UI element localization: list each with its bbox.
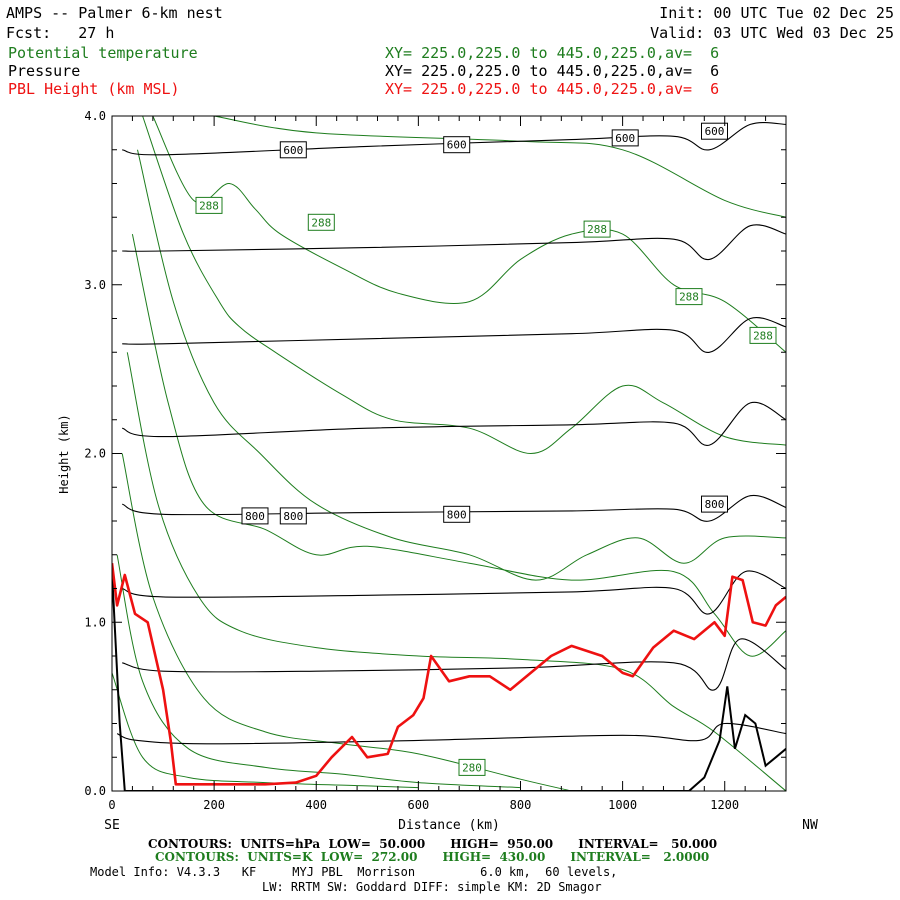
pressure-label-5: 800 <box>279 507 307 525</box>
theta-label-3-box <box>675 288 703 306</box>
y-tick-label-4: 4.0 <box>84 109 106 123</box>
pbl-height-series <box>112 563 786 786</box>
pressure-contour-900 <box>122 638 786 691</box>
pressure-label-1-box <box>443 136 471 154</box>
terrain-line <box>112 571 786 791</box>
pressure-label-2: 600 <box>611 129 639 147</box>
pressure-label-2-text: 600 <box>615 132 635 145</box>
pressure-contour-700 <box>122 317 786 353</box>
pressure-label-2-box <box>611 129 639 147</box>
theta-label-5: 280 <box>458 758 486 776</box>
pressure-contour-950 <box>116 722 786 745</box>
theta-contour-line-6 <box>142 116 786 455</box>
pressure-label-3-text: 600 <box>705 125 725 138</box>
pressure-label-0: 600 <box>279 141 307 159</box>
y-tick-label-0: 0.0 <box>84 784 106 798</box>
field-name-theta: Potential temperature <box>8 44 198 62</box>
model-info: Model Info: V4.3.3 KF MYJ PBL Morrison 6… <box>90 865 618 879</box>
pressure-label-7: 800 <box>701 495 728 513</box>
theta-label-0-text: 288 <box>199 199 219 212</box>
init-time: Init: 00 UTC Tue 02 Dec 25 <box>659 4 894 22</box>
theta-contour-info: CONTOURS: UNITS=K LOW= 272.00 HIGH= 430.… <box>155 850 710 864</box>
field-name-pressure: Pressure <box>8 62 81 80</box>
theta-label-3: 288 <box>675 288 703 306</box>
pressure-contour-800 <box>122 494 786 522</box>
theta-contour-line-8 <box>214 116 786 218</box>
pressure-label-5-text: 800 <box>283 510 303 523</box>
forecast-hour: 27 h <box>78 24 115 42</box>
theta-contour-line-4 <box>131 233 786 657</box>
theta-label-3-text: 288 <box>679 291 699 304</box>
y-axis-label: Height (km) <box>57 414 71 493</box>
pressure-label-5-box <box>279 507 307 525</box>
pressure-label-0-box <box>279 141 307 159</box>
theta-contour-line-7 <box>152 116 786 353</box>
x-tick-label-5: 1000 <box>608 798 637 812</box>
theta-contour-line-0 <box>112 672 419 789</box>
y-tick-label-3: 3.0 <box>84 278 106 292</box>
pressure-label-4-text: 800 <box>245 510 265 523</box>
pressure-contour-650 <box>122 224 786 260</box>
x-tick-label-6: 1200 <box>710 798 739 812</box>
axes: 0 200 400 600 800 1000 1200 0.0 1.0 2.0 3.0 4.0 <box>84 109 787 812</box>
pbl-height-line <box>112 563 786 786</box>
theta-label-2-box <box>583 220 611 238</box>
theta-label-4-box <box>749 326 777 344</box>
theta-contour-line-5 <box>137 149 786 581</box>
theta-label-2: 288 <box>583 220 611 238</box>
pressure-label-4: 800 <box>241 507 269 525</box>
pressure-contour-info: CONTOURS: UNITS=hPa LOW= 50.000 HIGH= 95… <box>148 837 718 851</box>
plot-frame <box>111 115 787 792</box>
field-xy-theta: XY= 225.0,225.0 to 445.0,225.0,av= 6 <box>385 44 720 62</box>
theta-label-1: 288 <box>307 213 335 231</box>
theta-contours <box>112 116 786 791</box>
theta-label-1-text: 288 <box>311 216 331 229</box>
plot-title: AMPS -- Palmer 6-km nest <box>6 4 223 22</box>
x-end-label-nw: NW <box>802 818 818 833</box>
valid-time: Valid: 03 UTC Wed 03 Dec 25 <box>650 24 894 42</box>
terrain-profile <box>112 571 786 791</box>
x-tick-label-1: 200 <box>203 798 225 812</box>
pressure-label-6: 800 <box>443 505 471 523</box>
theta-label-0-box <box>195 196 223 214</box>
pressure-label-1: 600 <box>443 136 471 154</box>
pressure-label-1-text: 600 <box>447 139 467 152</box>
theta-label-5-text: 280 <box>462 761 482 774</box>
pressure-contours <box>116 122 786 745</box>
theta-label-4: 288 <box>749 326 777 344</box>
contour-labels: 288 288 288 288 288 280 600 600 600 600 800 800 800 8… <box>195 122 777 776</box>
pressure-label-7-box <box>701 495 728 513</box>
y-tick-label-2: 2.0 <box>84 447 106 461</box>
pressure-contour-750 <box>122 401 786 446</box>
x-tick-label-0: 0 <box>108 798 115 812</box>
theta-contour-line-3 <box>126 352 786 791</box>
y-tick-label-1: 1.0 <box>84 615 106 629</box>
field-name-pbl: PBL Height (km MSL) <box>8 80 180 98</box>
field-xy-pbl: XY= 225.0,225.0 to 445.0,225.0,av= 6 <box>385 80 720 98</box>
x-axis-label: Distance (km) <box>398 818 500 833</box>
pressure-label-3: 600 <box>701 122 728 140</box>
pressure-label-4-box <box>241 507 269 525</box>
theta-label-5-box <box>458 758 486 776</box>
pressure-label-3-box <box>701 122 728 140</box>
pressure-contour-600 <box>122 122 786 156</box>
pressure-label-6-box <box>443 505 471 523</box>
theta-label-4-text: 288 <box>753 329 773 342</box>
field-xy-pressure: XY= 225.0,225.0 to 445.0,225.0,av= 6 <box>385 62 720 80</box>
theta-label-1-box <box>307 213 335 231</box>
pressure-contour-850 <box>122 570 786 615</box>
x-tick-label-2: 400 <box>305 798 327 812</box>
forecast-label: Fcst: 27 h <box>6 24 115 42</box>
pressure-label-6-text: 800 <box>447 508 467 521</box>
x-tick-label-3: 600 <box>408 798 430 812</box>
theta-label-0: 288 <box>195 196 223 214</box>
pressure-label-0-text: 600 <box>283 144 303 157</box>
physics-info: LW: RRTM SW: Goddard DIFF: simple KM: 2D… <box>262 880 602 894</box>
theta-label-2-text: 288 <box>587 223 607 236</box>
x-tick-label-4: 800 <box>510 798 532 812</box>
x-end-label-se: SE <box>104 818 120 833</box>
pressure-label-7-text: 800 <box>705 498 725 511</box>
